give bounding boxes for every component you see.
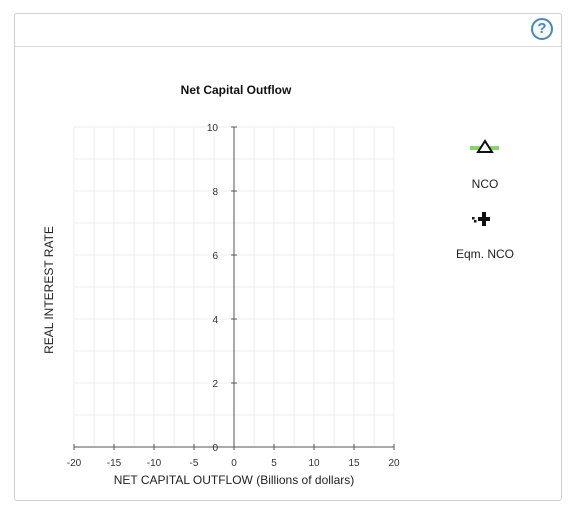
x-tick-label: -10 [147, 458, 162, 469]
x-tick-label: 15 [348, 458, 360, 469]
tick-labels: -20 -15 -10 -5 0 5 10 15 20 0 2 4 6 8 10 [67, 123, 400, 469]
x-tick-label: 5 [271, 458, 277, 469]
y-tick-label: 6 [212, 251, 218, 262]
dot-icon-2 [474, 220, 477, 223]
cross-horizontal-icon [478, 217, 490, 221]
x-tick-label: -15 [107, 458, 122, 469]
axes [73, 126, 395, 450]
graph-panel: ? [14, 13, 562, 501]
x-tick-label: -20 [67, 458, 82, 469]
panel-header: ? [15, 14, 561, 47]
y-tick-label: 0 [212, 443, 218, 454]
x-tick-label: 20 [388, 458, 400, 469]
y-axis-label: REAL INTEREST RATE [42, 226, 56, 354]
dot-icon-1 [472, 217, 475, 220]
legend-label-nco: NCO [471, 177, 499, 191]
eqm-nco-tool[interactable] [472, 212, 490, 226]
help-button[interactable]: ? [531, 18, 553, 40]
chart-title: Net Capital Outflow [181, 83, 292, 97]
legend-label-eqm-nco: Eqm. NCO [455, 247, 514, 261]
nco-tool[interactable] [470, 139, 499, 153]
grid-lines [73, 126, 395, 448]
x-tick-label: -5 [190, 458, 199, 469]
y-tick-label: 10 [207, 123, 219, 134]
triangle-icon [476, 139, 494, 153]
y-tick-label: 8 [212, 187, 218, 198]
x-tick-label: 0 [231, 458, 237, 469]
question-mark-icon: ? [537, 20, 547, 37]
y-tick-label: 4 [212, 315, 218, 326]
x-axis-label: NET CAPITAL OUTFLOW (Billions of dollars… [114, 473, 355, 487]
y-tick-label: 2 [212, 379, 218, 390]
x-tick-label: 10 [308, 458, 320, 469]
